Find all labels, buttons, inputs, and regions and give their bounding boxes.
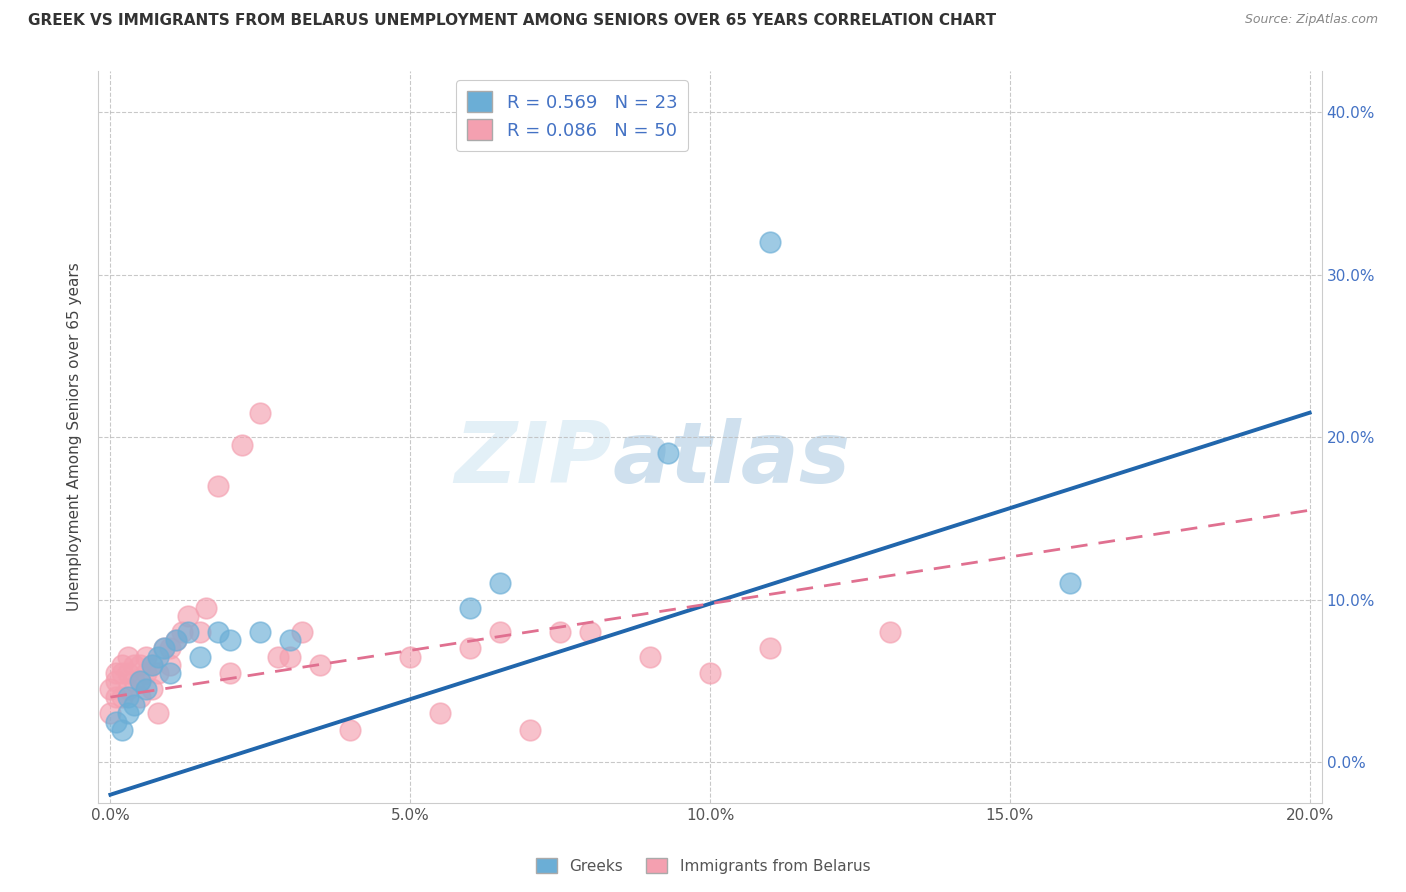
Point bbox=[177, 625, 200, 640]
Point bbox=[129, 690, 152, 705]
Point bbox=[117, 706, 139, 721]
Point bbox=[519, 723, 541, 737]
Point bbox=[124, 657, 146, 672]
Point bbox=[111, 665, 134, 680]
Point bbox=[105, 714, 128, 729]
Point bbox=[219, 633, 242, 648]
Point bbox=[177, 608, 200, 623]
Text: atlas: atlas bbox=[612, 417, 851, 500]
Point bbox=[231, 438, 253, 452]
Text: ZIP: ZIP bbox=[454, 417, 612, 500]
Point bbox=[141, 657, 163, 672]
Point bbox=[249, 406, 271, 420]
Point bbox=[111, 657, 134, 672]
Point bbox=[458, 600, 481, 615]
Legend: R = 0.569   N = 23, R = 0.086   N = 50: R = 0.569 N = 23, R = 0.086 N = 50 bbox=[456, 80, 688, 151]
Point bbox=[207, 625, 229, 640]
Point bbox=[699, 665, 721, 680]
Point bbox=[129, 673, 152, 688]
Point bbox=[399, 649, 422, 664]
Point bbox=[148, 649, 170, 664]
Point bbox=[165, 633, 187, 648]
Point bbox=[100, 706, 122, 721]
Point bbox=[188, 649, 211, 664]
Point bbox=[105, 690, 128, 705]
Point bbox=[195, 600, 218, 615]
Point bbox=[458, 641, 481, 656]
Point bbox=[879, 625, 901, 640]
Point bbox=[124, 698, 146, 713]
Point bbox=[339, 723, 361, 737]
Point bbox=[159, 665, 181, 680]
Point bbox=[638, 649, 661, 664]
Point bbox=[117, 649, 139, 664]
Point bbox=[159, 657, 181, 672]
Point bbox=[111, 723, 134, 737]
Point bbox=[105, 673, 128, 688]
Y-axis label: Unemployment Among Seniors over 65 years: Unemployment Among Seniors over 65 years bbox=[67, 263, 83, 611]
Point bbox=[129, 673, 152, 688]
Point bbox=[249, 625, 271, 640]
Point bbox=[148, 706, 170, 721]
Point bbox=[111, 690, 134, 705]
Point bbox=[148, 665, 170, 680]
Point bbox=[135, 681, 157, 696]
Point bbox=[188, 625, 211, 640]
Point bbox=[153, 641, 176, 656]
Point bbox=[429, 706, 451, 721]
Point bbox=[117, 681, 139, 696]
Point bbox=[105, 665, 128, 680]
Text: Source: ZipAtlas.com: Source: ZipAtlas.com bbox=[1244, 13, 1378, 27]
Point bbox=[309, 657, 332, 672]
Point bbox=[153, 641, 176, 656]
Point bbox=[759, 235, 782, 249]
Point bbox=[219, 665, 242, 680]
Point bbox=[117, 690, 139, 705]
Point bbox=[489, 625, 512, 640]
Point bbox=[135, 665, 157, 680]
Point bbox=[141, 657, 163, 672]
Legend: Greeks, Immigrants from Belarus: Greeks, Immigrants from Belarus bbox=[530, 852, 876, 880]
Point bbox=[489, 576, 512, 591]
Point bbox=[657, 446, 679, 460]
Point bbox=[759, 641, 782, 656]
Point bbox=[124, 673, 146, 688]
Point bbox=[579, 625, 602, 640]
Point bbox=[548, 625, 571, 640]
Point bbox=[267, 649, 290, 664]
Text: GREEK VS IMMIGRANTS FROM BELARUS UNEMPLOYMENT AMONG SENIORS OVER 65 YEARS CORREL: GREEK VS IMMIGRANTS FROM BELARUS UNEMPLO… bbox=[28, 13, 997, 29]
Point bbox=[291, 625, 314, 640]
Point bbox=[278, 649, 301, 664]
Point bbox=[1059, 576, 1081, 591]
Point bbox=[129, 657, 152, 672]
Point bbox=[141, 681, 163, 696]
Point bbox=[159, 641, 181, 656]
Point bbox=[135, 649, 157, 664]
Point bbox=[172, 625, 194, 640]
Point bbox=[100, 681, 122, 696]
Point bbox=[117, 665, 139, 680]
Point bbox=[165, 633, 187, 648]
Point bbox=[278, 633, 301, 648]
Point bbox=[207, 479, 229, 493]
